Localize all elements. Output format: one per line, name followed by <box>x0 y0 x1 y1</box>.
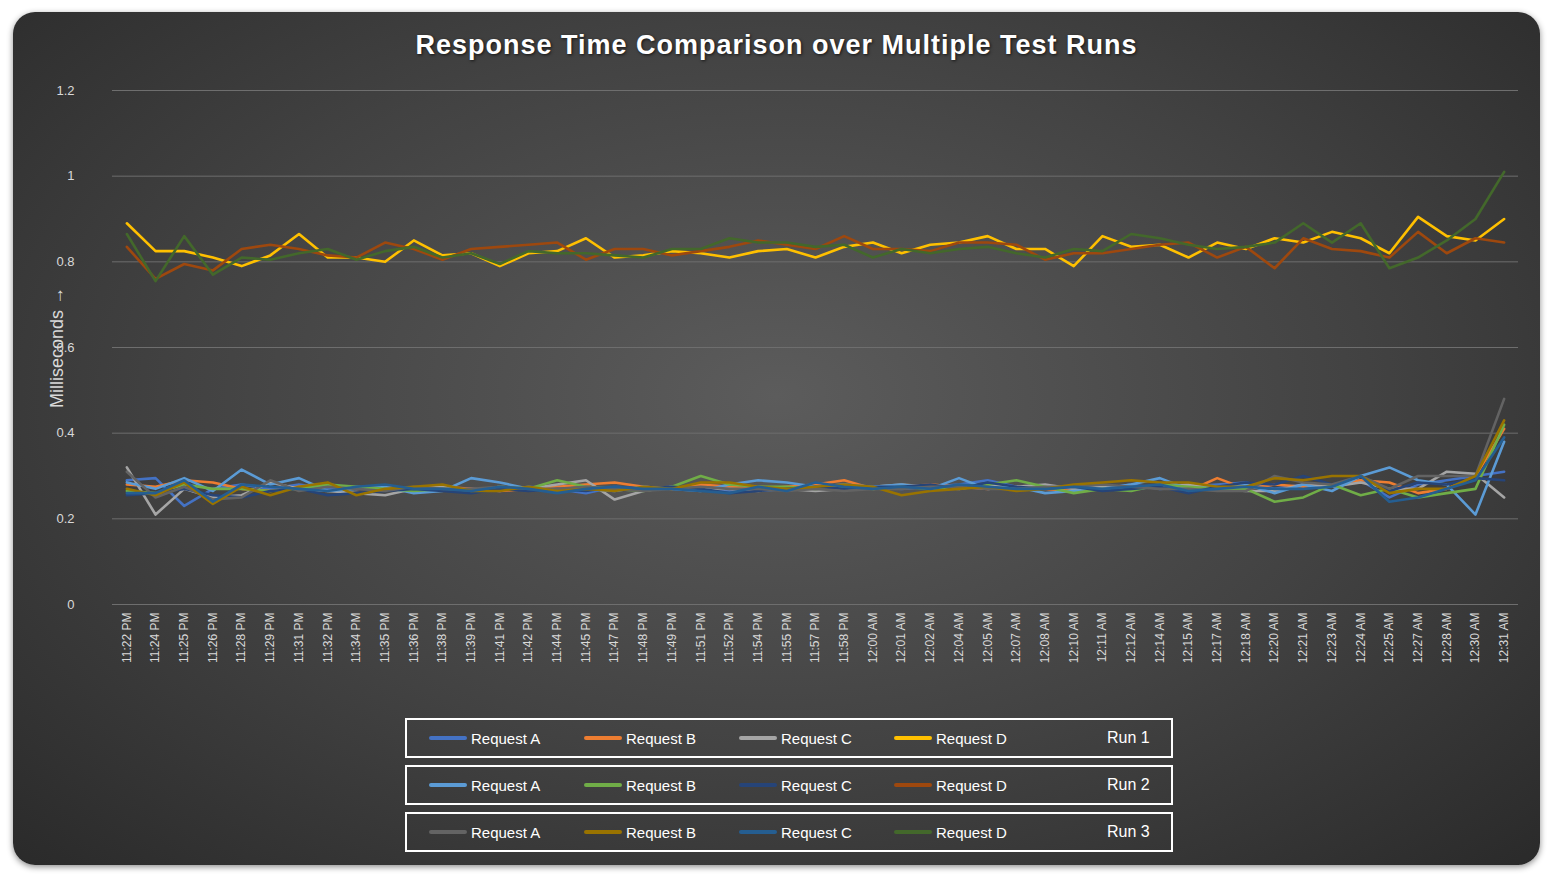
svg-text:11:52 PM: 11:52 PM <box>722 613 736 663</box>
svg-text:12:10 AM: 12:10 AM <box>1067 612 1081 663</box>
svg-text:11:38 PM: 11:38 PM <box>435 613 449 663</box>
svg-text:1.2: 1.2 <box>56 83 74 98</box>
html-text:Response Time Comparison over: Response Time Comparison over Multiple T… <box>415 30 1138 60</box>
svg-text:12:05 AM: 12:05 AM <box>981 612 995 663</box>
svg-text:12:07 AM: 12:07 AM <box>1009 612 1023 663</box>
html-text:Request D: Request D <box>936 729 1007 747</box>
svg-text:11:49 PM: 11:49 PM <box>665 613 679 663</box>
svg-text:11:42 PM: 11:42 PM <box>521 613 535 663</box>
svg-text:11:39 PM: 11:39 PM <box>464 613 478 663</box>
html-text:Request D: Request D <box>936 776 1007 794</box>
html-text:Request D: Request D <box>936 823 1007 841</box>
html-text:Request A: Request A <box>471 729 541 747</box>
svg-text:11:24 PM: 11:24 PM <box>148 613 162 663</box>
svg-text:12:00 AM: 12:00 AM <box>866 612 880 663</box>
svg-text:11:36 PM: 11:36 PM <box>407 613 421 663</box>
svg-text:12:30 AM: 12:30 AM <box>1468 612 1482 663</box>
html-text:Request C: Request C <box>781 776 852 794</box>
html-text:Request A: Request A <box>471 776 541 794</box>
html-text:Run 3: Run 3 <box>1107 823 1150 840</box>
svg-text:0.4: 0.4 <box>56 425 74 440</box>
svg-text:11:54 PM: 11:54 PM <box>751 613 765 663</box>
svg-text:11:44 PM: 11:44 PM <box>550 613 564 663</box>
html-text:Run 2: Run 2 <box>1107 776 1150 793</box>
svg-text:11:26 PM: 11:26 PM <box>206 613 220 663</box>
svg-text:12:28 AM: 12:28 AM <box>1440 612 1454 663</box>
svg-text:11:48 PM: 11:48 PM <box>636 613 650 663</box>
svg-text:11:55 PM: 11:55 PM <box>780 613 794 663</box>
svg-text:12:18 AM: 12:18 AM <box>1239 612 1253 663</box>
svg-text:11:58 PM: 11:58 PM <box>837 613 851 663</box>
svg-text:12:11 AM: 12:11 AM <box>1095 612 1109 662</box>
svg-text:11:41 PM: 11:41 PM <box>493 613 507 663</box>
svg-text:12:01 AM: 12:01 AM <box>894 612 908 663</box>
svg-text:11:35 PM: 11:35 PM <box>378 613 392 663</box>
svg-text:12:23 AM: 12:23 AM <box>1325 612 1339 663</box>
svg-text:12:17 AM: 12:17 AM <box>1210 612 1224 663</box>
svg-text:11:28 PM: 11:28 PM <box>234 613 248 663</box>
svg-text:0.2: 0.2 <box>56 511 74 526</box>
svg-text:11:51 PM: 11:51 PM <box>694 613 708 663</box>
svg-text:12:31 AM: 12:31 AM <box>1497 612 1511 663</box>
svg-text:11:31 PM: 11:31 PM <box>292 613 306 663</box>
svg-text:12:02 AM: 12:02 AM <box>923 612 937 663</box>
svg-text:12:15 AM: 12:15 AM <box>1181 612 1195 663</box>
svg-text:12:24 AM: 12:24 AM <box>1354 612 1368 663</box>
html-text:Request C: Request C <box>781 729 852 747</box>
svg-text:11:25 PM: 11:25 PM <box>177 613 191 663</box>
svg-text:0: 0 <box>67 597 74 612</box>
svg-text:12:21 AM: 12:21 AM <box>1296 612 1310 663</box>
svg-text:12:20 AM: 12:20 AM <box>1267 612 1281 663</box>
svg-text:11:29 PM: 11:29 PM <box>263 613 277 663</box>
svg-text:12:12 AM: 12:12 AM <box>1124 612 1138 663</box>
svg-text:11:47 PM: 11:47 PM <box>607 613 621 663</box>
html-text:Request A: Request A <box>471 823 541 841</box>
svg-text:11:57 PM: 11:57 PM <box>808 613 822 663</box>
svg-text:0.8: 0.8 <box>56 254 74 269</box>
svg-text:11:34 PM: 11:34 PM <box>349 613 363 663</box>
html-text:Run 1: Run 1 <box>1107 729 1150 746</box>
svg-text:11:22 PM: 11:22 PM <box>120 613 134 663</box>
html-text:Request C: Request C <box>781 823 852 841</box>
svg-text:11:45 PM: 11:45 PM <box>579 613 593 663</box>
svg-text:12:08 AM: 12:08 AM <box>1038 612 1052 663</box>
html-text:Request B: Request B <box>626 776 696 794</box>
svg-text:12:04 AM: 12:04 AM <box>952 612 966 663</box>
html-text:Request B: Request B <box>626 823 696 841</box>
svg-text:12:14 AM: 12:14 AM <box>1153 612 1167 663</box>
svg-text:11:32 PM: 11:32 PM <box>321 613 335 663</box>
html-text:Request B: Request B <box>626 729 696 747</box>
svg-text:Milliseconds →: Milliseconds → <box>47 287 67 408</box>
svg-text:1: 1 <box>67 168 74 183</box>
svg-text:12:25 AM: 12:25 AM <box>1382 612 1396 663</box>
svg-text:12:27 AM: 12:27 AM <box>1411 612 1425 663</box>
